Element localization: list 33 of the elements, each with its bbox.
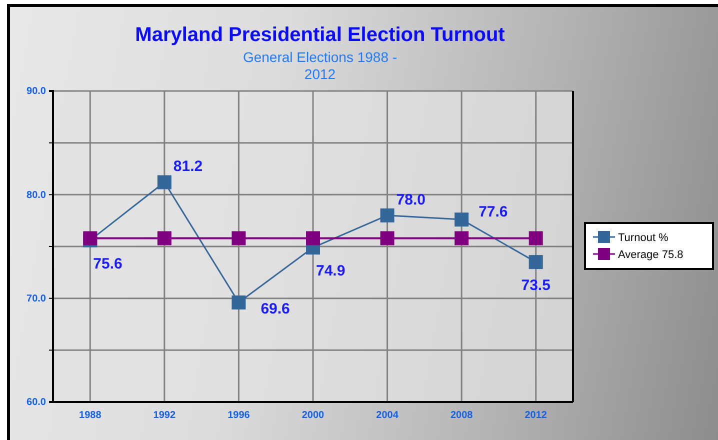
x-tick-label: 2000 <box>302 410 325 422</box>
point <box>380 231 394 246</box>
point <box>232 295 246 310</box>
point <box>157 231 172 246</box>
point <box>528 231 543 246</box>
x-tick-label: 2012 <box>524 410 548 422</box>
data-label: 73.5 <box>521 277 550 294</box>
x-tick-label: 2008 <box>450 410 474 422</box>
x-tick-label: 2004 <box>376 410 399 422</box>
x-tick-label: 1992 <box>153 410 176 422</box>
data-label: 81.2 <box>173 158 203 176</box>
point <box>528 255 543 270</box>
point <box>232 231 246 246</box>
y-tick-label: 60.0 <box>26 397 46 408</box>
y-tick-label: 90.0 <box>26 86 46 98</box>
legend-label: Turnout % <box>618 232 669 244</box>
data-label: 77.6 <box>478 204 508 221</box>
point <box>454 231 469 246</box>
y-tick-label: 70.0 <box>26 294 46 305</box>
x-tick-label: 1988 <box>79 410 102 422</box>
legend-label: Average 75.8 <box>618 249 684 261</box>
data-label: 78.0 <box>396 191 426 208</box>
y-tick-label: 80.0 <box>26 190 46 201</box>
x-tick-label: 1996 <box>228 410 250 422</box>
data-label: 75.6 <box>93 255 122 272</box>
data-label: 74.9 <box>316 262 346 280</box>
point <box>380 208 394 222</box>
chart-subtitle: General Elections 1988 - 2012 <box>242 49 398 82</box>
point <box>157 175 172 190</box>
point <box>306 231 320 246</box>
data-label: 69.6 <box>260 300 290 318</box>
point <box>454 212 469 227</box>
chart-title: Maryland Presidential Election Turnout <box>135 24 506 46</box>
